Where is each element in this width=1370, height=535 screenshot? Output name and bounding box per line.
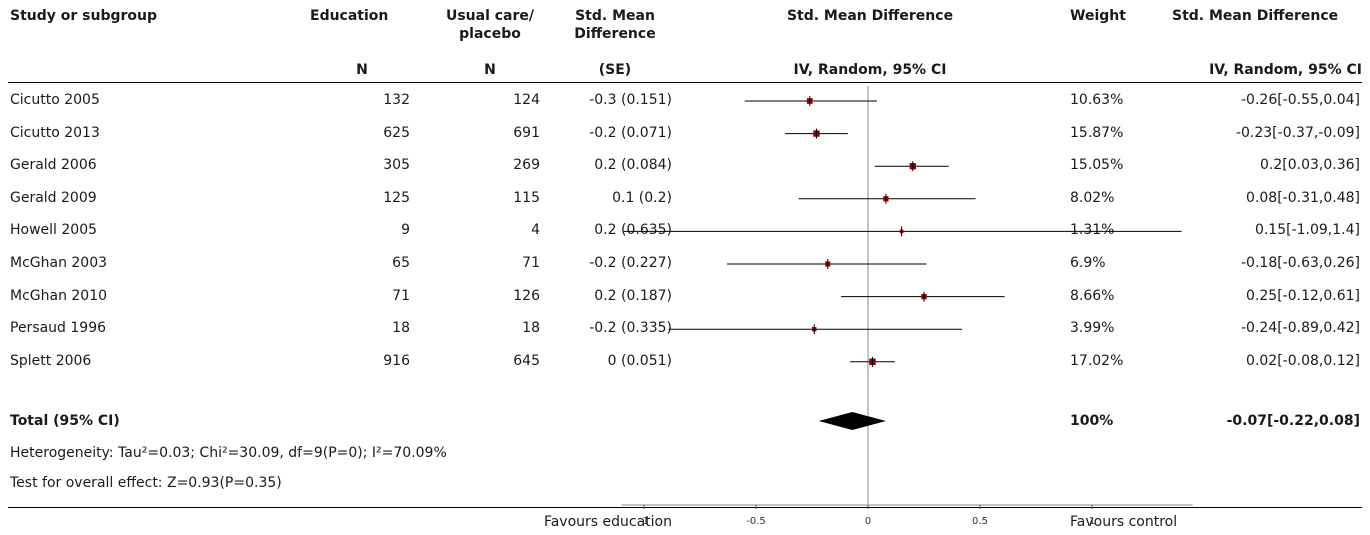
header-ci-title: Std. Mean Difference	[1172, 8, 1339, 24]
weight: 6.9%	[1070, 255, 1106, 271]
weight: 10.63%	[1070, 92, 1124, 108]
ci-text: 0.08[-0.31,0.48]	[1246, 189, 1360, 206]
header-weight: Weight	[1070, 8, 1126, 24]
n-control: 124	[513, 92, 540, 108]
smd-se: -0.2 (0.335)	[589, 320, 672, 337]
smd-se: -0.2 (0.227)	[589, 255, 672, 271]
study-name: Splett 2006	[10, 352, 92, 369]
study-name: Cicutto 2005	[10, 92, 100, 108]
x-tick-label: 1	[1089, 516, 1095, 527]
smd-se: 0.2 (0.084)	[594, 157, 672, 174]
ci-text: -0.24[-0.89,0.42]	[1241, 320, 1360, 337]
smd-se: 0.2 (0.635)	[594, 222, 672, 239]
n-education: 916	[383, 352, 410, 369]
smd-se: -0.3 (0.151)	[589, 92, 672, 108]
ci-text: 0.2[0.03,0.36]	[1260, 157, 1360, 174]
weight: 15.87%	[1070, 124, 1124, 141]
x-tick-label: 0	[865, 516, 871, 527]
ci-text: 0.15[-1.09,1.4]	[1254, 222, 1360, 239]
header-ci-method: IV, Random, 95% CI	[1209, 62, 1362, 78]
n-control: 269	[513, 157, 540, 174]
weight: 8.66%	[1070, 287, 1115, 304]
study-name: Persaud 1996	[10, 320, 107, 337]
ci-text: 0.02[-0.08,0.12]	[1246, 352, 1360, 369]
header-control-line2: placebo	[459, 26, 521, 42]
header-smd-line2: Difference	[574, 26, 656, 42]
n-education: 65	[392, 255, 410, 271]
n-control: 71	[522, 255, 540, 271]
ci-text: 0.25[-0.12,0.61]	[1246, 287, 1360, 304]
smd-se: 0.1 (0.2)	[612, 189, 672, 206]
study-name: Gerald 2009	[10, 189, 97, 206]
weight: 3.99%	[1070, 320, 1115, 337]
header-plot-title: Std. Mean Difference	[786, 8, 954, 24]
x-tick-label: 0.5	[972, 516, 988, 527]
n-control: 691	[513, 124, 540, 141]
header-n-control: N	[484, 62, 496, 78]
ci-text: -0.18[-0.63,0.26]	[1241, 255, 1360, 271]
n-education: 9	[401, 222, 410, 239]
total-label: Total (95% CI)	[10, 413, 120, 429]
header-se: (SE)	[598, 62, 632, 78]
study-name: McGhan 2003	[10, 255, 108, 271]
study-name: Howell 2005	[10, 222, 98, 239]
footer-rule	[8, 507, 1362, 508]
smd-se: 0 (0.051)	[607, 352, 672, 369]
header-smd-line1: Std. Mean	[575, 8, 655, 24]
smd-se: -0.2 (0.071)	[589, 124, 672, 141]
n-education: 18	[392, 320, 410, 337]
header-control-line1: Usual care/	[445, 8, 535, 24]
n-education: 625	[383, 124, 410, 141]
header-n-education: N	[356, 62, 368, 78]
weight: 17.02%	[1070, 352, 1124, 369]
n-control: 4	[531, 222, 540, 239]
favours-control-label: Favours control	[1070, 514, 1178, 530]
n-education: 132	[383, 92, 410, 108]
n-control: 645	[513, 352, 540, 369]
favours-education-label: Favours education	[543, 514, 672, 530]
header-education: Education	[310, 8, 389, 24]
x-tick-label: -1	[639, 516, 649, 527]
n-education: 305	[383, 157, 410, 174]
heterogeneity-text: Heterogeneity: Tau²=0.03; Chi²=30.09, df…	[10, 445, 447, 461]
overall-effect-text: Test for overall effect: Z=0.93(P=0.35)	[10, 475, 282, 491]
study-name: Gerald 2006	[10, 157, 97, 174]
header-study: Study or subgroup	[10, 8, 158, 24]
header-rule	[8, 82, 1362, 83]
n-education: 71	[392, 287, 410, 304]
n-control: 115	[513, 189, 540, 206]
pooled-diamond	[818, 412, 886, 430]
total-weight: 100%	[1070, 413, 1114, 429]
study-name: McGhan 2010	[10, 287, 108, 304]
header-plot-method: IV, Random, 95% CI	[793, 62, 947, 78]
ci-text: -0.23[-0.37,-0.09]	[1235, 124, 1360, 141]
total-ci: -0.07[-0.22,0.08]	[1226, 413, 1360, 429]
study-name: Cicutto 2013	[10, 124, 100, 141]
weight: 8.02%	[1070, 189, 1115, 206]
weight: 1.31%	[1070, 222, 1115, 239]
n-education: 125	[383, 189, 410, 206]
smd-se: 0.2 (0.187)	[594, 287, 672, 304]
n-control: 18	[522, 320, 540, 337]
n-control: 126	[513, 287, 540, 304]
x-tick-label: -0.5	[746, 516, 766, 527]
ci-text: -0.26[-0.55,0.04]	[1241, 92, 1360, 108]
weight: 15.05%	[1070, 157, 1124, 174]
